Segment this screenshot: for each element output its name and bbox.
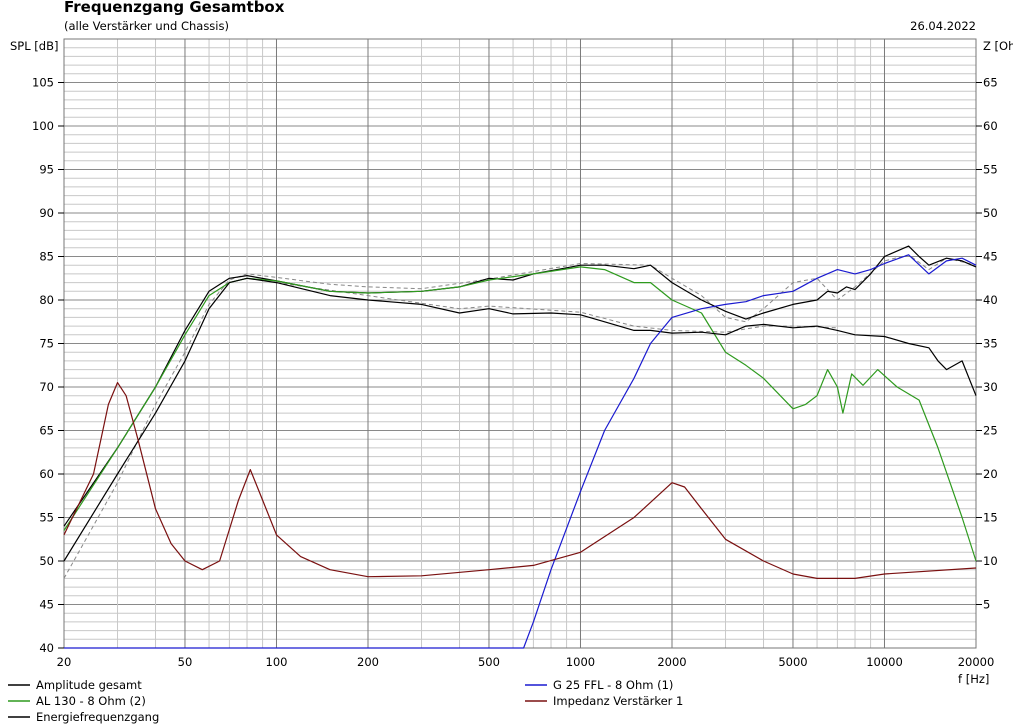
x-tick-label: 500	[478, 655, 500, 669]
y-tick-label: 40	[39, 641, 54, 655]
x-tick-label: 50	[178, 655, 193, 669]
y-tick-label: 90	[39, 206, 54, 220]
y-tick-label: 75	[39, 337, 54, 351]
x-tick-label: 20000	[958, 655, 995, 669]
legend-label: G 25 FFL - 8 Ohm (1)	[553, 678, 673, 692]
axis-ticks: 40 45 50 55 60 65 70 75 80 85 90 95 100 105 5 10 15 20 25 3…	[32, 76, 998, 670]
x-tick-label: 200	[357, 655, 379, 669]
y-tick-label: 45	[39, 598, 54, 612]
y2-tick-label: 5	[983, 598, 990, 612]
legend-label: AL 130 - 8 Ohm (2)	[36, 694, 146, 708]
series-dashed-reference	[63, 254, 977, 579]
y2-tick-label: 35	[983, 337, 998, 351]
series-al-130-8-ohm-2-	[63, 266, 977, 562]
x-tick-label: 10000	[866, 655, 903, 669]
legend: Amplitude gesamt AL 130 - 8 Ohm (2) Energi…	[8, 678, 683, 724]
y2-tick-label: 20	[983, 467, 998, 481]
y-tick-label: 50	[39, 554, 54, 568]
x-tick-label: 100	[266, 655, 288, 669]
series-amplitude-gesamt	[63, 245, 977, 527]
y2-tick-label: 55	[983, 163, 998, 177]
legend-label: Amplitude gesamt	[36, 678, 142, 692]
y2-tick-label: 60	[983, 119, 998, 133]
chart-date: 26.04.2022	[910, 19, 976, 33]
x-tick-label: 2000	[657, 655, 686, 669]
series-energiefrequenzgang	[63, 277, 977, 562]
y2-tick-label: 45	[983, 250, 998, 264]
y-tick-label: 65	[39, 424, 54, 438]
y-axis-label: SPL [dB]	[10, 39, 58, 53]
series-impedanz-verst-rker-1	[63, 382, 977, 580]
legend-label: Impedanz Verstärker 1	[553, 694, 683, 708]
x-tick-label: 5000	[778, 655, 807, 669]
y2-tick-label: 15	[983, 511, 998, 525]
x-tick-label: 20	[57, 655, 72, 669]
y-tick-label: 70	[39, 380, 54, 394]
legend-label: Energiefrequenzgang	[36, 710, 159, 724]
y2-tick-label: 65	[983, 76, 998, 90]
series-dashed-reference	[276, 282, 838, 333]
y2-tick-label: 10	[983, 554, 998, 568]
y-tick-label: 95	[39, 163, 54, 177]
y2-tick-label: 30	[983, 380, 998, 394]
chart-subtitle: (alle Verstärker und Chassis)	[64, 19, 229, 33]
y-tick-label: 80	[39, 293, 54, 307]
y-tick-label: 60	[39, 467, 54, 481]
series-g-25-ffl-8-ohm-1-	[64, 254, 977, 649]
y-tick-label: 85	[39, 250, 54, 264]
x-tick-label: 1000	[566, 655, 595, 669]
y2-tick-label: 50	[983, 206, 998, 220]
grid	[63, 38, 977, 649]
x-axis-label: f [Hz]	[958, 672, 989, 686]
y-tick-label: 100	[32, 119, 54, 133]
y2-axis-label: Z [Ohm]	[983, 39, 1013, 53]
y2-tick-label: 25	[983, 424, 998, 438]
y-tick-label: 55	[39, 511, 54, 525]
chart-title: Frequenzgang Gesamtbox	[64, 0, 285, 16]
y2-tick-label: 40	[983, 293, 998, 307]
y-tick-label: 105	[32, 76, 54, 90]
series-lines	[63, 245, 977, 649]
